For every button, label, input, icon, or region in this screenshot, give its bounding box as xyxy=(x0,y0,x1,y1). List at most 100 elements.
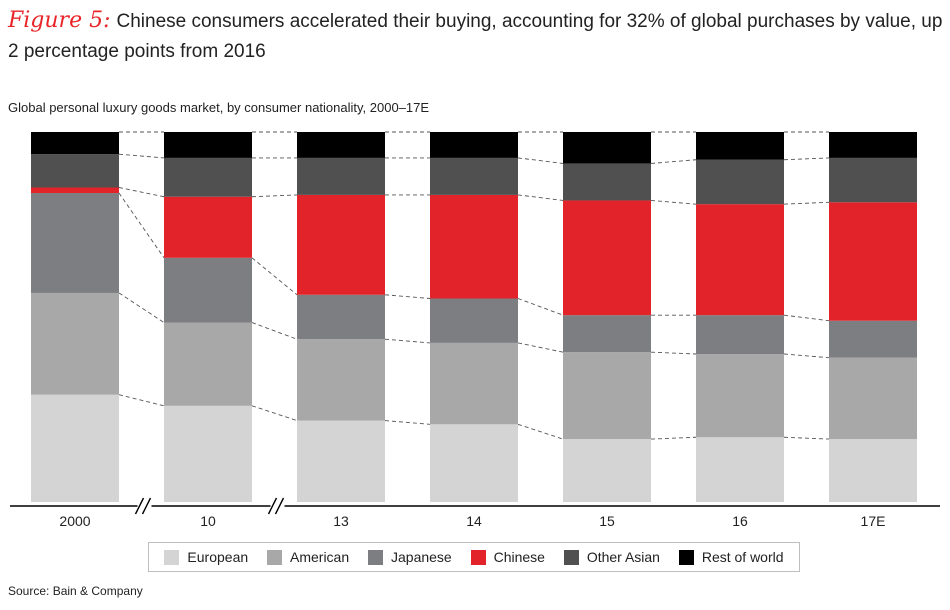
axis-break-mark xyxy=(274,497,285,515)
chart-subtitle: Global personal luxury goods market, by … xyxy=(8,100,430,115)
connector-line xyxy=(650,436,697,440)
bar-segment xyxy=(31,193,119,293)
bar-group-16 xyxy=(696,132,784,502)
bar-segment xyxy=(563,200,651,316)
bar-segment xyxy=(829,357,917,440)
bar-segment xyxy=(696,437,784,502)
bar-segment xyxy=(829,320,917,358)
bar-group-14 xyxy=(430,132,518,502)
axis-break-mark xyxy=(141,497,152,515)
legend-item: Chinese xyxy=(470,549,545,565)
bar-segment xyxy=(297,339,385,421)
bar-segment xyxy=(696,132,784,160)
connector-line xyxy=(118,192,165,259)
legend-item: Japanese xyxy=(368,549,452,565)
connector-line xyxy=(517,298,564,316)
bar-segment xyxy=(164,196,252,258)
bar-group-10 xyxy=(164,132,252,502)
connector-line xyxy=(118,292,165,323)
legend-label: Other Asian xyxy=(586,549,660,565)
bar-segment xyxy=(563,163,651,201)
connector-line xyxy=(384,294,431,299)
legend-item: Rest of world xyxy=(678,549,784,565)
bar-segment xyxy=(31,187,119,194)
connector-line xyxy=(783,314,830,322)
bar-segment xyxy=(563,352,651,440)
bar-group-13 xyxy=(297,132,385,502)
bar-segment xyxy=(563,439,651,502)
figure-label: Figure 5: xyxy=(8,8,111,33)
bar-segment xyxy=(829,202,917,321)
axis-break-mark xyxy=(134,497,145,515)
bar-segment xyxy=(164,322,252,406)
x-tick-label: 14 xyxy=(466,513,482,529)
x-tick-label: 13 xyxy=(333,513,349,529)
connector-line xyxy=(517,194,564,201)
legend-label: American xyxy=(290,549,350,565)
bar-segment xyxy=(297,294,385,340)
bar-segment xyxy=(297,420,385,502)
legend-swatch xyxy=(678,549,694,565)
connector-line xyxy=(118,187,165,198)
connector-line xyxy=(517,423,564,440)
axis-break-mark xyxy=(267,497,278,515)
legend-swatch xyxy=(563,549,579,565)
legend-item: Other Asian xyxy=(563,549,660,565)
bar-segment xyxy=(297,132,385,158)
bar-segment xyxy=(829,439,917,502)
legend-label: Chinese xyxy=(493,549,545,565)
connector-line xyxy=(384,338,431,344)
legend-swatch xyxy=(470,549,486,565)
chart-legend: European American Japanese Chinese Other Asi… xyxy=(148,542,800,572)
connector-line xyxy=(783,436,830,440)
x-tick-label: 17E xyxy=(861,513,886,529)
legend-item: American xyxy=(267,549,349,565)
figure-title: Figure 5: Chinese consumers accelerated t… xyxy=(8,6,943,67)
bar-segment xyxy=(164,132,252,158)
bar-segment xyxy=(31,132,119,155)
bar-segment xyxy=(297,194,385,295)
bar-group-17E xyxy=(829,132,917,502)
bar-group-2000 xyxy=(31,132,119,502)
legend-swatch xyxy=(164,549,180,565)
connector-line xyxy=(650,159,697,164)
legend-swatch xyxy=(368,549,383,565)
bar-segment xyxy=(829,157,917,203)
bar-segment xyxy=(31,394,119,502)
bar-segment xyxy=(430,298,518,343)
connector-line xyxy=(384,420,431,425)
bar-segment xyxy=(696,204,784,316)
bar-group-15 xyxy=(563,132,651,502)
connector-line xyxy=(783,201,830,205)
connector-line xyxy=(783,157,830,161)
connector-lines xyxy=(118,131,830,440)
bar-segment xyxy=(430,342,518,425)
bar-segment xyxy=(696,159,784,205)
connector-line xyxy=(650,200,697,205)
bar-segment xyxy=(563,132,651,164)
connector-line xyxy=(251,257,298,296)
bar-segment xyxy=(430,157,518,195)
x-tick-label: 2000 xyxy=(59,513,90,529)
axis-break-gap xyxy=(137,503,152,509)
bar-segment xyxy=(430,424,518,502)
bar-segment xyxy=(164,157,252,197)
bar-segment xyxy=(164,405,252,502)
x-tick-label: 10 xyxy=(200,513,216,529)
source-note: Source: Bain & Company xyxy=(8,584,143,598)
connector-line xyxy=(251,322,298,340)
bar-segment xyxy=(430,132,518,158)
bar-segment xyxy=(164,257,252,323)
x-tick-label: 16 xyxy=(732,513,748,529)
bar-segment xyxy=(31,154,119,188)
bar-segment xyxy=(829,132,917,158)
connector-line xyxy=(251,405,298,422)
figure-title-text: Chinese consumers accelerated their buyi… xyxy=(8,11,943,62)
bar-segment xyxy=(696,315,784,354)
bar-segment xyxy=(297,157,385,195)
x-tick-label: 15 xyxy=(599,513,615,529)
bar-segment xyxy=(31,292,119,395)
connector-line xyxy=(118,394,165,407)
legend-label: European xyxy=(187,549,249,565)
connector-line xyxy=(118,153,165,159)
